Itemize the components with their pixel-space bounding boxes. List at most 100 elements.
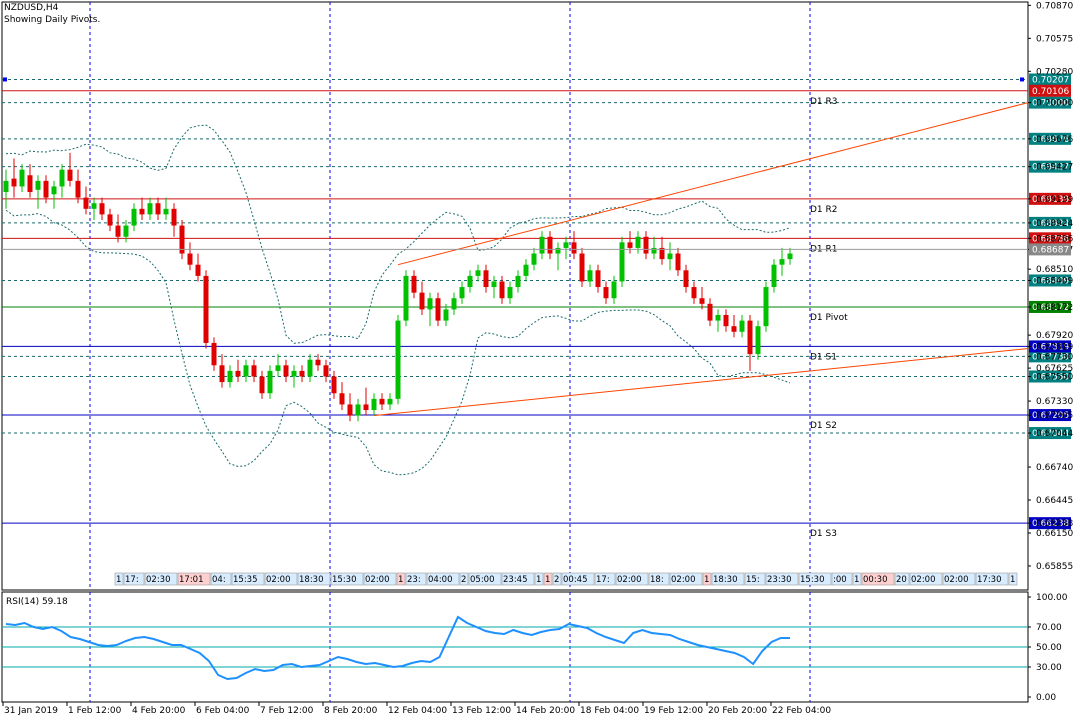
candle-bull: [163, 208, 169, 215]
time-session-chip: [975, 572, 1009, 586]
y-axis-tick-label: 0.69676: [1036, 135, 1073, 145]
candle-bear: [643, 236, 649, 254]
candle-bear: [411, 275, 417, 293]
candle-bear: [707, 303, 713, 321]
time-session-text: 18:: [650, 575, 664, 585]
time-session-text: 02:00: [944, 575, 969, 585]
time-session-text: 04:: [212, 575, 226, 585]
candle-bull: [459, 287, 465, 299]
time-session-text: :00: [833, 575, 847, 585]
level-price-tag-text: 0.69676: [1032, 135, 1069, 145]
chart-symbol-title: NZDUSD,H4: [4, 3, 59, 13]
candle-bull: [123, 225, 129, 237]
candle-bull: [91, 203, 97, 209]
candle-bear: [595, 270, 601, 288]
pivot-label: D1 S3: [810, 529, 837, 539]
pivot-label: D1 R2: [810, 205, 838, 215]
candle-bull: [371, 398, 377, 411]
candle-bear: [75, 180, 81, 198]
current-price-text: 0.68687: [1032, 245, 1069, 255]
y-axis-tick-label: 0.70870: [1036, 1, 1073, 11]
candle-bull: [763, 287, 769, 327]
candle-bull: [739, 320, 745, 332]
pivot-label: D1 R3: [810, 97, 838, 107]
time-session-chip: [144, 572, 178, 586]
time-session-text: 02:00: [671, 575, 696, 585]
candle-bear: [747, 320, 753, 355]
rsi-label: RSI(14) 59.18: [6, 597, 68, 607]
candle-bull: [427, 298, 433, 310]
candle-bear: [139, 208, 145, 215]
candle-bull: [59, 169, 65, 187]
level-price-tag-text: 0.70000: [1032, 99, 1069, 109]
candle-bear: [683, 270, 689, 288]
candle-bear: [699, 298, 705, 304]
time-session-chip: [426, 572, 460, 586]
time-session-chip: [831, 572, 853, 586]
level-price-tag: [1029, 132, 1071, 145]
candle-bear: [235, 370, 241, 377]
candle-bull: [267, 370, 273, 394]
trendline: [373, 348, 1029, 417]
candle-bull: [475, 270, 481, 276]
candle-bear: [363, 404, 369, 411]
time-session-chip: [711, 572, 745, 586]
candle-bear: [627, 242, 633, 248]
pivot-price-tag: [1029, 517, 1071, 530]
level-price-tag: [1029, 370, 1071, 383]
y-axis-tick-label: 0.67330: [1036, 397, 1073, 407]
time-session-text: 1: [704, 575, 709, 585]
x-axis-label: 31 Jan 2019: [4, 706, 58, 716]
time-session-text: 04:00: [428, 575, 453, 585]
candle-bull: [243, 365, 249, 377]
rsi-tick-label: 30.00: [1036, 663, 1062, 673]
time-session-chip: [396, 572, 406, 586]
candle-bull: [587, 270, 593, 282]
rsi-tick-label: 70.00: [1036, 623, 1062, 633]
candle-bull: [651, 247, 657, 254]
candle-bull: [771, 264, 777, 288]
candle-bear: [571, 242, 577, 254]
time-session-text: 23:: [407, 575, 421, 585]
main-panel-frame: [1, 1, 1029, 591]
candle-bear: [251, 365, 257, 377]
candle-bear: [483, 270, 489, 288]
candle-bear: [67, 169, 73, 181]
x-axis-label: 1 Feb 12:00: [68, 706, 122, 716]
time-session-chip: [702, 572, 712, 586]
time-session-text: 1: [854, 575, 859, 585]
candle-bear: [331, 376, 337, 394]
candle-bear: [347, 404, 353, 416]
pivot-price-tag: [1029, 409, 1071, 422]
pivot-price-tag-text: 0.68786: [1032, 234, 1069, 244]
candle-bear: [731, 326, 737, 332]
trendline: [397, 102, 1029, 266]
time-session-chip: [852, 572, 862, 586]
candle-bear: [339, 393, 345, 405]
candle-bull: [307, 359, 313, 377]
time-session-text: 00:30: [863, 575, 888, 585]
candle-bull: [531, 253, 537, 265]
time-session-text: 2: [554, 575, 559, 585]
pivot-price-tag-text: 0.69139: [1032, 195, 1069, 205]
time-session-chip: [114, 572, 124, 586]
time-session-chip: [942, 572, 976, 586]
pivot-label: D1 S2: [810, 421, 837, 431]
candle-bear: [499, 281, 505, 299]
time-session-text: 15:: [746, 575, 760, 585]
x-axis-label: 13 Feb 12:00: [452, 706, 511, 716]
time-session-chip: [210, 572, 232, 586]
candle-bear: [283, 365, 289, 377]
time-session-text: 2: [461, 575, 466, 585]
level-price-tag: [1029, 96, 1071, 109]
level-price-tag-text: 0.67730: [1032, 352, 1069, 362]
candle-bull: [19, 169, 25, 187]
y-axis-tick-label: 0.66740: [1036, 463, 1073, 473]
y-axis-tick-label: 0.69427: [1036, 163, 1073, 173]
pivot-price-tag-text: 0.67819: [1032, 342, 1069, 352]
candle-bull: [355, 404, 361, 416]
candle-bear: [83, 197, 89, 209]
candle-bear: [579, 253, 585, 282]
